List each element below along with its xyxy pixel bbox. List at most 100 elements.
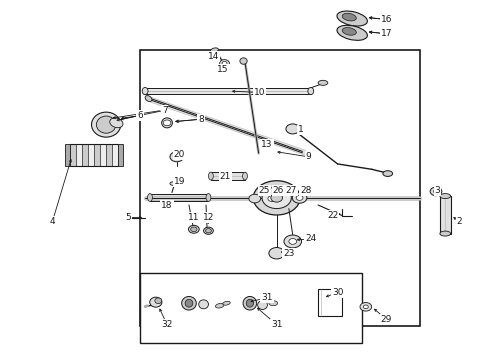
Ellipse shape — [162, 118, 172, 128]
Text: 14: 14 — [208, 52, 219, 61]
Ellipse shape — [440, 194, 451, 199]
Text: 32: 32 — [161, 320, 173, 329]
Bar — [140, 50, 420, 327]
Text: 31: 31 — [261, 293, 272, 302]
Circle shape — [286, 124, 299, 134]
Ellipse shape — [145, 96, 152, 102]
Circle shape — [220, 60, 229, 67]
Circle shape — [249, 194, 261, 203]
Text: 29: 29 — [381, 315, 392, 324]
Circle shape — [269, 248, 285, 259]
Text: 23: 23 — [283, 249, 294, 258]
Text: 21: 21 — [220, 172, 231, 181]
Ellipse shape — [342, 28, 356, 35]
Bar — [70, 144, 75, 166]
Text: 22: 22 — [327, 211, 338, 220]
Circle shape — [289, 239, 296, 244]
Ellipse shape — [155, 298, 162, 303]
Ellipse shape — [110, 118, 123, 128]
Bar — [211, 172, 245, 180]
Ellipse shape — [243, 296, 257, 310]
Text: 5: 5 — [125, 213, 131, 222]
Bar — [82, 144, 88, 166]
Circle shape — [292, 193, 307, 203]
Text: 6: 6 — [137, 111, 143, 120]
Ellipse shape — [92, 112, 121, 137]
Ellipse shape — [258, 301, 268, 310]
Text: 31: 31 — [271, 320, 282, 329]
Text: 27: 27 — [286, 186, 297, 195]
Circle shape — [284, 235, 301, 248]
Text: 17: 17 — [381, 29, 392, 38]
Ellipse shape — [243, 172, 247, 180]
Text: 12: 12 — [203, 213, 214, 222]
Text: 30: 30 — [332, 288, 343, 297]
Ellipse shape — [182, 296, 196, 310]
Ellipse shape — [199, 300, 208, 309]
Circle shape — [222, 62, 227, 65]
Bar — [118, 144, 123, 166]
Bar — [106, 144, 112, 166]
Circle shape — [174, 155, 180, 159]
Text: 15: 15 — [218, 65, 229, 74]
Text: 26: 26 — [272, 186, 284, 195]
Ellipse shape — [185, 299, 193, 307]
Bar — [75, 144, 82, 166]
Ellipse shape — [383, 171, 392, 176]
Text: 8: 8 — [198, 115, 204, 124]
Bar — [100, 144, 106, 166]
Text: 16: 16 — [381, 15, 392, 24]
Text: 24: 24 — [305, 234, 317, 243]
Text: 28: 28 — [300, 186, 312, 195]
Ellipse shape — [142, 87, 148, 95]
Circle shape — [163, 120, 171, 126]
Ellipse shape — [223, 301, 230, 305]
Bar — [140, 273, 362, 342]
Circle shape — [253, 181, 300, 215]
Text: 7: 7 — [162, 106, 168, 115]
Text: 1: 1 — [298, 126, 304, 135]
Ellipse shape — [150, 297, 162, 307]
Text: 25: 25 — [259, 186, 270, 195]
Text: 18: 18 — [161, 201, 173, 210]
Circle shape — [430, 187, 442, 196]
Bar — [150, 194, 208, 202]
Ellipse shape — [191, 227, 197, 231]
Ellipse shape — [337, 11, 368, 26]
Bar — [318, 289, 343, 316]
Text: 11: 11 — [188, 213, 199, 222]
Ellipse shape — [203, 227, 213, 234]
Ellipse shape — [210, 48, 219, 53]
Ellipse shape — [170, 182, 177, 185]
Circle shape — [268, 196, 276, 202]
Ellipse shape — [308, 87, 314, 95]
Ellipse shape — [97, 116, 116, 133]
Ellipse shape — [269, 301, 278, 306]
Text: 9: 9 — [305, 152, 311, 161]
Text: 2: 2 — [457, 217, 462, 226]
Circle shape — [434, 190, 439, 193]
Bar — [145, 88, 311, 94]
Circle shape — [296, 195, 303, 201]
Circle shape — [360, 302, 372, 311]
Ellipse shape — [246, 299, 253, 307]
Ellipse shape — [337, 25, 368, 40]
Text: 3: 3 — [435, 186, 441, 195]
Ellipse shape — [206, 194, 211, 202]
Text: 10: 10 — [254, 88, 266, 97]
Ellipse shape — [216, 303, 224, 308]
Circle shape — [364, 305, 368, 309]
Ellipse shape — [189, 225, 199, 233]
Text: 13: 13 — [261, 140, 272, 149]
Bar — [440, 196, 451, 234]
Circle shape — [271, 194, 283, 202]
Ellipse shape — [147, 194, 152, 202]
Ellipse shape — [205, 229, 211, 233]
Ellipse shape — [440, 231, 451, 236]
Circle shape — [262, 187, 291, 208]
Ellipse shape — [208, 172, 213, 180]
Bar — [65, 144, 70, 166]
Ellipse shape — [240, 58, 247, 64]
Circle shape — [170, 152, 184, 162]
Text: 4: 4 — [49, 217, 55, 226]
